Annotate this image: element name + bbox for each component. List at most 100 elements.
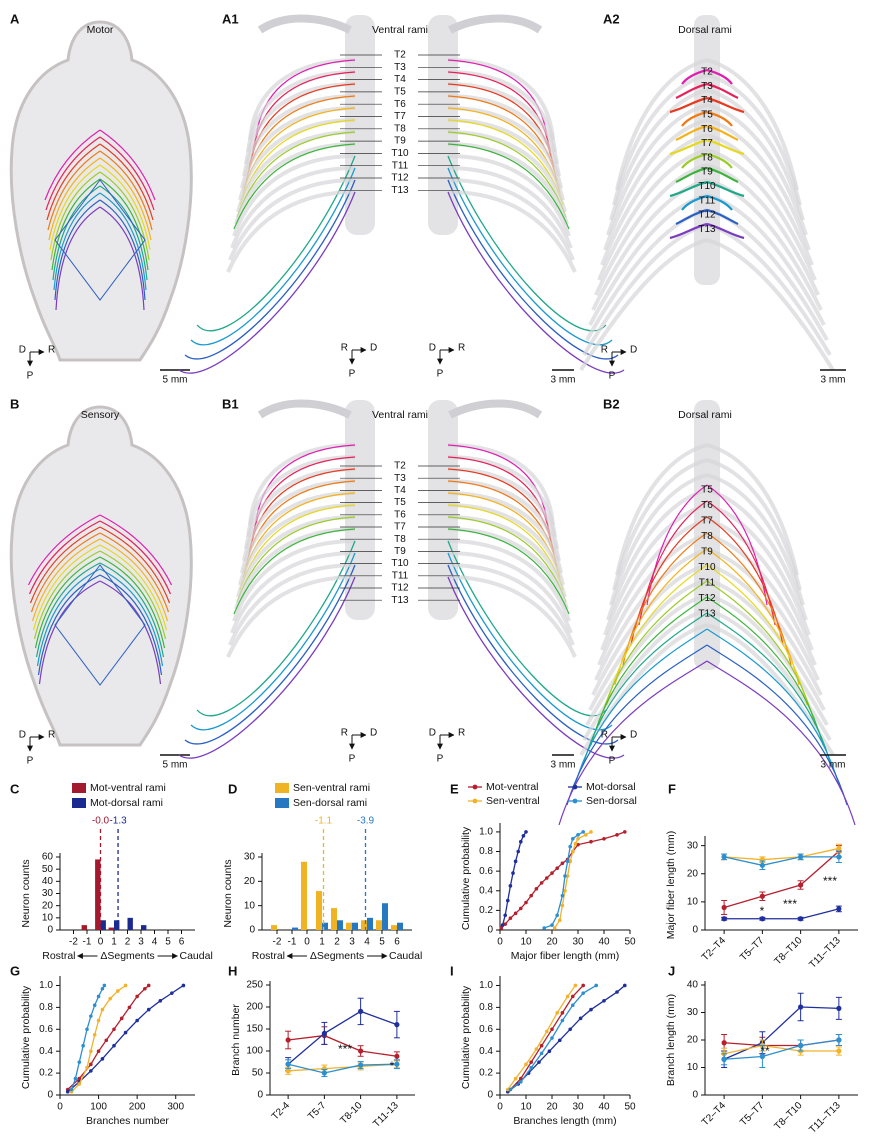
rib — [706, 593, 829, 726]
point — [96, 1049, 101, 1053]
orient-label: P — [349, 369, 356, 380]
nerve — [706, 82, 739, 100]
point — [146, 983, 151, 988]
rib — [706, 103, 808, 236]
y-tick-label: 0.8 — [479, 846, 493, 857]
point — [100, 1057, 105, 1061]
nerve — [669, 96, 708, 114]
nerve — [54, 179, 146, 301]
orient-label: R — [341, 728, 348, 739]
nerve — [99, 185, 148, 281]
point — [568, 859, 572, 864]
spine — [345, 15, 375, 235]
body-render — [9, 20, 193, 362]
rib — [234, 142, 356, 225]
point — [594, 983, 598, 988]
rib — [706, 518, 814, 651]
point — [85, 1027, 89, 1032]
shoulder — [257, 399, 352, 419]
y-tick-label: 20 — [42, 900, 54, 911]
nerve — [46, 143, 101, 221]
significance: *** — [823, 874, 837, 888]
legend-label: Sen-dorsal — [586, 795, 637, 807]
x-tick-label: 10 — [520, 1102, 532, 1113]
point — [565, 874, 570, 878]
x-tick-label: 20 — [546, 1102, 558, 1113]
point — [563, 874, 567, 878]
legend-label: Mot-dorsal — [586, 781, 636, 793]
nerve — [99, 574, 163, 676]
segment-label: T4 — [701, 95, 713, 106]
rib — [615, 443, 708, 576]
nerve — [99, 136, 155, 211]
y-tick-label: 20 — [687, 1035, 699, 1046]
rib — [606, 103, 708, 236]
bar — [81, 925, 87, 930]
panel-label: B1 — [222, 396, 239, 411]
orient-label: P — [437, 369, 444, 380]
point — [581, 991, 585, 995]
significance: ** — [760, 1044, 770, 1058]
bar — [292, 927, 298, 930]
point — [77, 1082, 82, 1086]
scale-bar-label: 5 mm — [163, 375, 188, 386]
y-tick-label: 0.2 — [39, 1068, 53, 1079]
point — [146, 1007, 151, 1012]
bar — [391, 925, 397, 930]
nerve — [99, 556, 166, 649]
series-line — [724, 1039, 839, 1060]
x-tick-label: 0 — [497, 937, 503, 948]
rib — [706, 148, 817, 281]
segment-label: T9 — [394, 546, 406, 557]
nerve — [706, 548, 800, 686]
panel-title: Motor — [87, 24, 114, 36]
x-tick-label: T2–T4 — [700, 1100, 729, 1129]
y-tick-label: 10 — [687, 1062, 699, 1073]
nerve — [184, 564, 356, 745]
rib — [240, 106, 356, 189]
y-tick-label: 0 — [692, 925, 698, 936]
orient-label: R — [341, 343, 348, 354]
y-tick-label: 0 — [487, 1090, 493, 1101]
point — [123, 983, 128, 988]
x-tick-label: 4 — [364, 937, 370, 948]
x-tick-label: T5–T7 — [738, 935, 767, 964]
orient-label: R — [48, 730, 55, 741]
segment-label: T13 — [391, 595, 409, 606]
orient-label: P — [349, 754, 356, 765]
nerve — [706, 110, 733, 127]
point — [563, 888, 567, 893]
point — [615, 990, 619, 994]
x-tick-label: 10 — [520, 937, 532, 948]
point — [77, 1060, 82, 1064]
segment-label: T11 — [699, 195, 716, 206]
orient-label: D — [630, 730, 637, 741]
x-tick-label: 200 — [129, 1102, 146, 1113]
nerve — [447, 456, 552, 543]
panel-label: B — [10, 396, 19, 411]
segment-label: T11 — [392, 570, 409, 581]
x-axis-label-left: Rostral — [252, 950, 285, 962]
significance: * — [760, 904, 765, 918]
nerve — [190, 167, 356, 346]
y-tick-label: 0 — [257, 1090, 263, 1101]
y-tick-label: 1.0 — [479, 980, 493, 991]
rib — [238, 503, 356, 586]
nerve — [251, 456, 356, 543]
y-tick-label: 100 — [246, 1046, 263, 1057]
point — [358, 1008, 364, 1015]
y-tick-label: 40 — [687, 980, 699, 991]
orient-label: D — [19, 730, 26, 741]
point — [503, 913, 508, 918]
nerve — [55, 206, 101, 311]
nerve — [706, 564, 808, 706]
point — [721, 854, 727, 860]
y-tick-label: 1.0 — [479, 827, 493, 838]
nerve — [675, 208, 708, 226]
rib — [447, 190, 577, 273]
nerve — [49, 164, 101, 251]
legend-swatch — [275, 798, 289, 808]
rib — [615, 58, 708, 191]
bar — [301, 861, 307, 930]
y-tick-label: 0 — [47, 1090, 53, 1101]
